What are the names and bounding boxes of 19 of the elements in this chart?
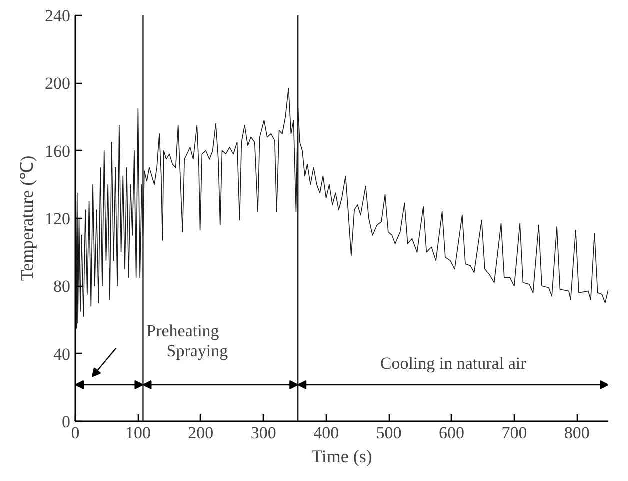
x-axis-title: Time (s) <box>312 446 372 466</box>
x-tick-label: 300 <box>250 424 276 442</box>
y-tick-label: 120 <box>45 210 70 228</box>
x-tick-label: 400 <box>314 424 340 442</box>
annotation: Spraying <box>166 342 229 361</box>
x-tick-label: 800 <box>564 424 590 442</box>
x-tick-label: 100 <box>125 424 151 442</box>
y-tick-label: 160 <box>45 142 70 161</box>
annotation: Cooling in natural air <box>380 354 527 373</box>
y-tick-label: 40 <box>54 344 70 364</box>
x-tick-label: 600 <box>438 424 464 442</box>
y-tick-label: 80 <box>54 277 70 296</box>
x-tick-label: 700 <box>502 424 528 442</box>
y-tick-label: 200 <box>45 74 70 94</box>
y-tick-label: 240 <box>45 6 70 26</box>
y-axis-title: Temperature (℃) <box>17 156 37 282</box>
annotation: Preheating <box>146 321 220 340</box>
x-tick-label: 500 <box>376 424 402 442</box>
x-tick-label: 200 <box>188 424 214 442</box>
